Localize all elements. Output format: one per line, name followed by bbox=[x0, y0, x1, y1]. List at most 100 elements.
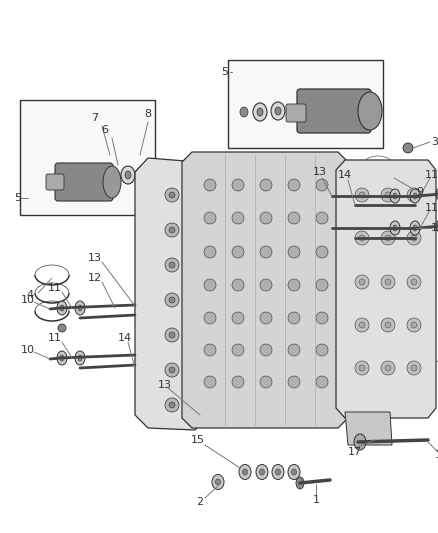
FancyBboxPatch shape bbox=[55, 163, 113, 201]
Circle shape bbox=[359, 279, 365, 285]
Ellipse shape bbox=[78, 305, 82, 311]
Circle shape bbox=[165, 328, 179, 342]
Circle shape bbox=[381, 361, 395, 375]
Text: 9: 9 bbox=[417, 187, 424, 197]
Circle shape bbox=[407, 188, 421, 202]
Circle shape bbox=[204, 312, 216, 324]
Circle shape bbox=[204, 246, 216, 258]
Circle shape bbox=[232, 344, 244, 356]
Ellipse shape bbox=[57, 351, 67, 365]
Ellipse shape bbox=[413, 225, 417, 231]
Circle shape bbox=[165, 363, 179, 377]
Circle shape bbox=[169, 367, 175, 373]
Ellipse shape bbox=[410, 221, 420, 235]
Circle shape bbox=[260, 212, 272, 224]
Circle shape bbox=[169, 297, 175, 303]
Ellipse shape bbox=[57, 301, 67, 315]
Ellipse shape bbox=[58, 324, 66, 332]
Ellipse shape bbox=[140, 171, 146, 179]
Polygon shape bbox=[135, 158, 210, 430]
Circle shape bbox=[411, 235, 417, 241]
Circle shape bbox=[288, 179, 300, 191]
Ellipse shape bbox=[103, 166, 121, 198]
Text: 14: 14 bbox=[338, 170, 352, 180]
Ellipse shape bbox=[60, 305, 64, 311]
Ellipse shape bbox=[253, 103, 267, 121]
Text: 7: 7 bbox=[92, 113, 99, 123]
Ellipse shape bbox=[60, 355, 64, 361]
Circle shape bbox=[232, 376, 244, 388]
Circle shape bbox=[169, 227, 175, 233]
Ellipse shape bbox=[257, 108, 263, 116]
Circle shape bbox=[411, 192, 417, 198]
Text: 13: 13 bbox=[313, 167, 327, 177]
Ellipse shape bbox=[125, 171, 131, 179]
Circle shape bbox=[381, 275, 395, 289]
Circle shape bbox=[407, 275, 421, 289]
Ellipse shape bbox=[212, 474, 224, 489]
Circle shape bbox=[359, 322, 365, 328]
Ellipse shape bbox=[78, 355, 82, 361]
Circle shape bbox=[355, 188, 369, 202]
Ellipse shape bbox=[354, 434, 366, 450]
FancyBboxPatch shape bbox=[297, 89, 371, 133]
Circle shape bbox=[316, 212, 328, 224]
Ellipse shape bbox=[256, 464, 268, 480]
Circle shape bbox=[288, 279, 300, 291]
Circle shape bbox=[165, 223, 179, 237]
Circle shape bbox=[407, 231, 421, 245]
Ellipse shape bbox=[288, 464, 300, 480]
Circle shape bbox=[288, 312, 300, 324]
Text: 1: 1 bbox=[312, 495, 319, 505]
Circle shape bbox=[381, 231, 395, 245]
Ellipse shape bbox=[215, 479, 220, 485]
Text: 13: 13 bbox=[88, 253, 102, 263]
Polygon shape bbox=[182, 152, 348, 428]
Circle shape bbox=[288, 376, 300, 388]
Circle shape bbox=[232, 179, 244, 191]
Circle shape bbox=[411, 279, 417, 285]
Text: 3: 3 bbox=[431, 137, 438, 147]
Ellipse shape bbox=[239, 464, 251, 480]
Circle shape bbox=[355, 361, 369, 375]
Circle shape bbox=[316, 179, 328, 191]
Circle shape bbox=[359, 365, 365, 371]
Circle shape bbox=[260, 179, 272, 191]
Ellipse shape bbox=[272, 464, 284, 480]
Circle shape bbox=[385, 365, 391, 371]
Ellipse shape bbox=[403, 143, 413, 153]
Circle shape bbox=[385, 192, 391, 198]
Ellipse shape bbox=[413, 193, 417, 199]
Circle shape bbox=[204, 279, 216, 291]
Circle shape bbox=[165, 188, 179, 202]
Text: 12: 12 bbox=[431, 223, 438, 233]
Ellipse shape bbox=[271, 102, 285, 120]
Text: 11: 11 bbox=[48, 283, 62, 293]
Ellipse shape bbox=[358, 92, 382, 130]
Text: 15: 15 bbox=[191, 435, 205, 445]
Ellipse shape bbox=[75, 351, 85, 365]
Circle shape bbox=[359, 235, 365, 241]
Ellipse shape bbox=[240, 107, 248, 117]
Circle shape bbox=[355, 318, 369, 332]
Text: 5: 5 bbox=[222, 67, 229, 77]
Circle shape bbox=[288, 212, 300, 224]
Text: 11: 11 bbox=[425, 170, 438, 180]
Circle shape bbox=[355, 275, 369, 289]
Text: 5: 5 bbox=[14, 193, 21, 203]
Ellipse shape bbox=[410, 189, 420, 203]
Circle shape bbox=[260, 376, 272, 388]
Text: 10: 10 bbox=[21, 345, 35, 355]
Circle shape bbox=[316, 344, 328, 356]
Ellipse shape bbox=[296, 477, 304, 489]
Circle shape bbox=[385, 322, 391, 328]
Circle shape bbox=[232, 312, 244, 324]
Circle shape bbox=[381, 318, 395, 332]
Text: 11: 11 bbox=[48, 333, 62, 343]
Text: 14: 14 bbox=[118, 333, 132, 343]
Ellipse shape bbox=[136, 166, 150, 184]
Circle shape bbox=[288, 344, 300, 356]
Circle shape bbox=[204, 344, 216, 356]
Ellipse shape bbox=[276, 469, 280, 475]
Circle shape bbox=[316, 312, 328, 324]
